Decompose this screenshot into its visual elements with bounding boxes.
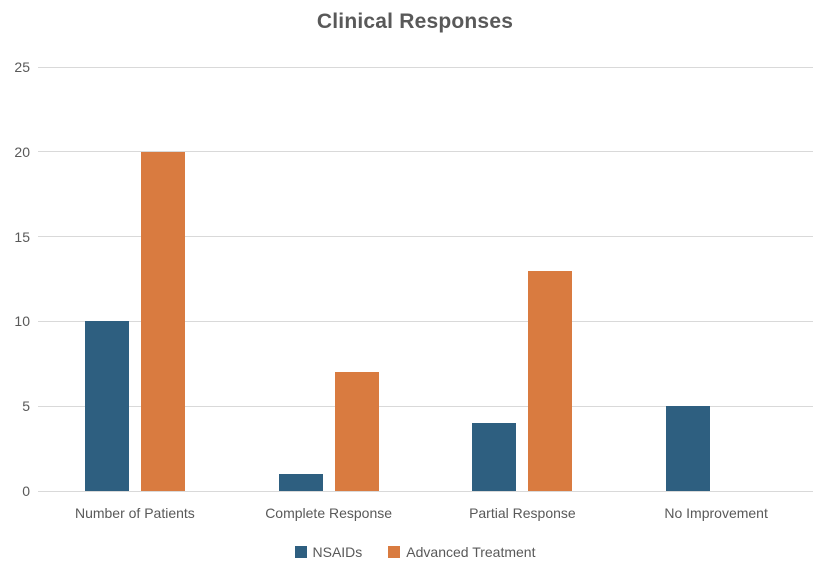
gridline [38, 151, 813, 153]
bar-group [38, 67, 232, 491]
gridline [38, 236, 813, 238]
bar-group [232, 67, 426, 491]
legend: NSAIDs Advanced Treatment [0, 544, 830, 560]
gridline [38, 405, 813, 407]
legend-item-nsaids: NSAIDs [294, 544, 363, 560]
bar-group [619, 67, 813, 491]
bar-advanced-treatment [334, 372, 379, 491]
y-axis-tick-label: 10 [14, 313, 30, 330]
plot-area [38, 66, 813, 492]
gridline [38, 490, 813, 492]
bar-nsaids [84, 321, 129, 491]
legend-item-advanced-treatment: Advanced Treatment [388, 544, 535, 560]
bar-advanced-treatment [140, 151, 185, 491]
x-axis-category-label: No Improvement [664, 505, 768, 521]
legend-swatch-icon [388, 546, 401, 558]
bar-nsaids [666, 406, 711, 491]
gridline [38, 66, 813, 68]
y-axis-tick-label: 20 [14, 143, 30, 160]
bar-group [426, 67, 620, 491]
bar-advanced-treatment [528, 270, 573, 491]
x-axis-category-label: Complete Response [265, 505, 393, 521]
legend-label: Advanced Treatment [406, 544, 536, 560]
bar-nsaids [472, 423, 517, 491]
y-axis-tick-label: 15 [14, 228, 30, 245]
gridline [38, 320, 813, 322]
y-axis-tick-label: 25 [14, 59, 30, 75]
legend-swatch-icon [294, 546, 307, 558]
chart-title: Clinical Responses [316, 10, 514, 33]
x-axis-category-label: Partial Response [469, 505, 576, 521]
legend-label: NSAIDs [312, 544, 363, 560]
bar-nsaids [278, 474, 323, 491]
y-axis-tick-label: 5 [22, 398, 30, 415]
x-axis-category-label: Number of Patients [74, 505, 195, 521]
y-axis-tick-label: 0 [22, 483, 30, 499]
